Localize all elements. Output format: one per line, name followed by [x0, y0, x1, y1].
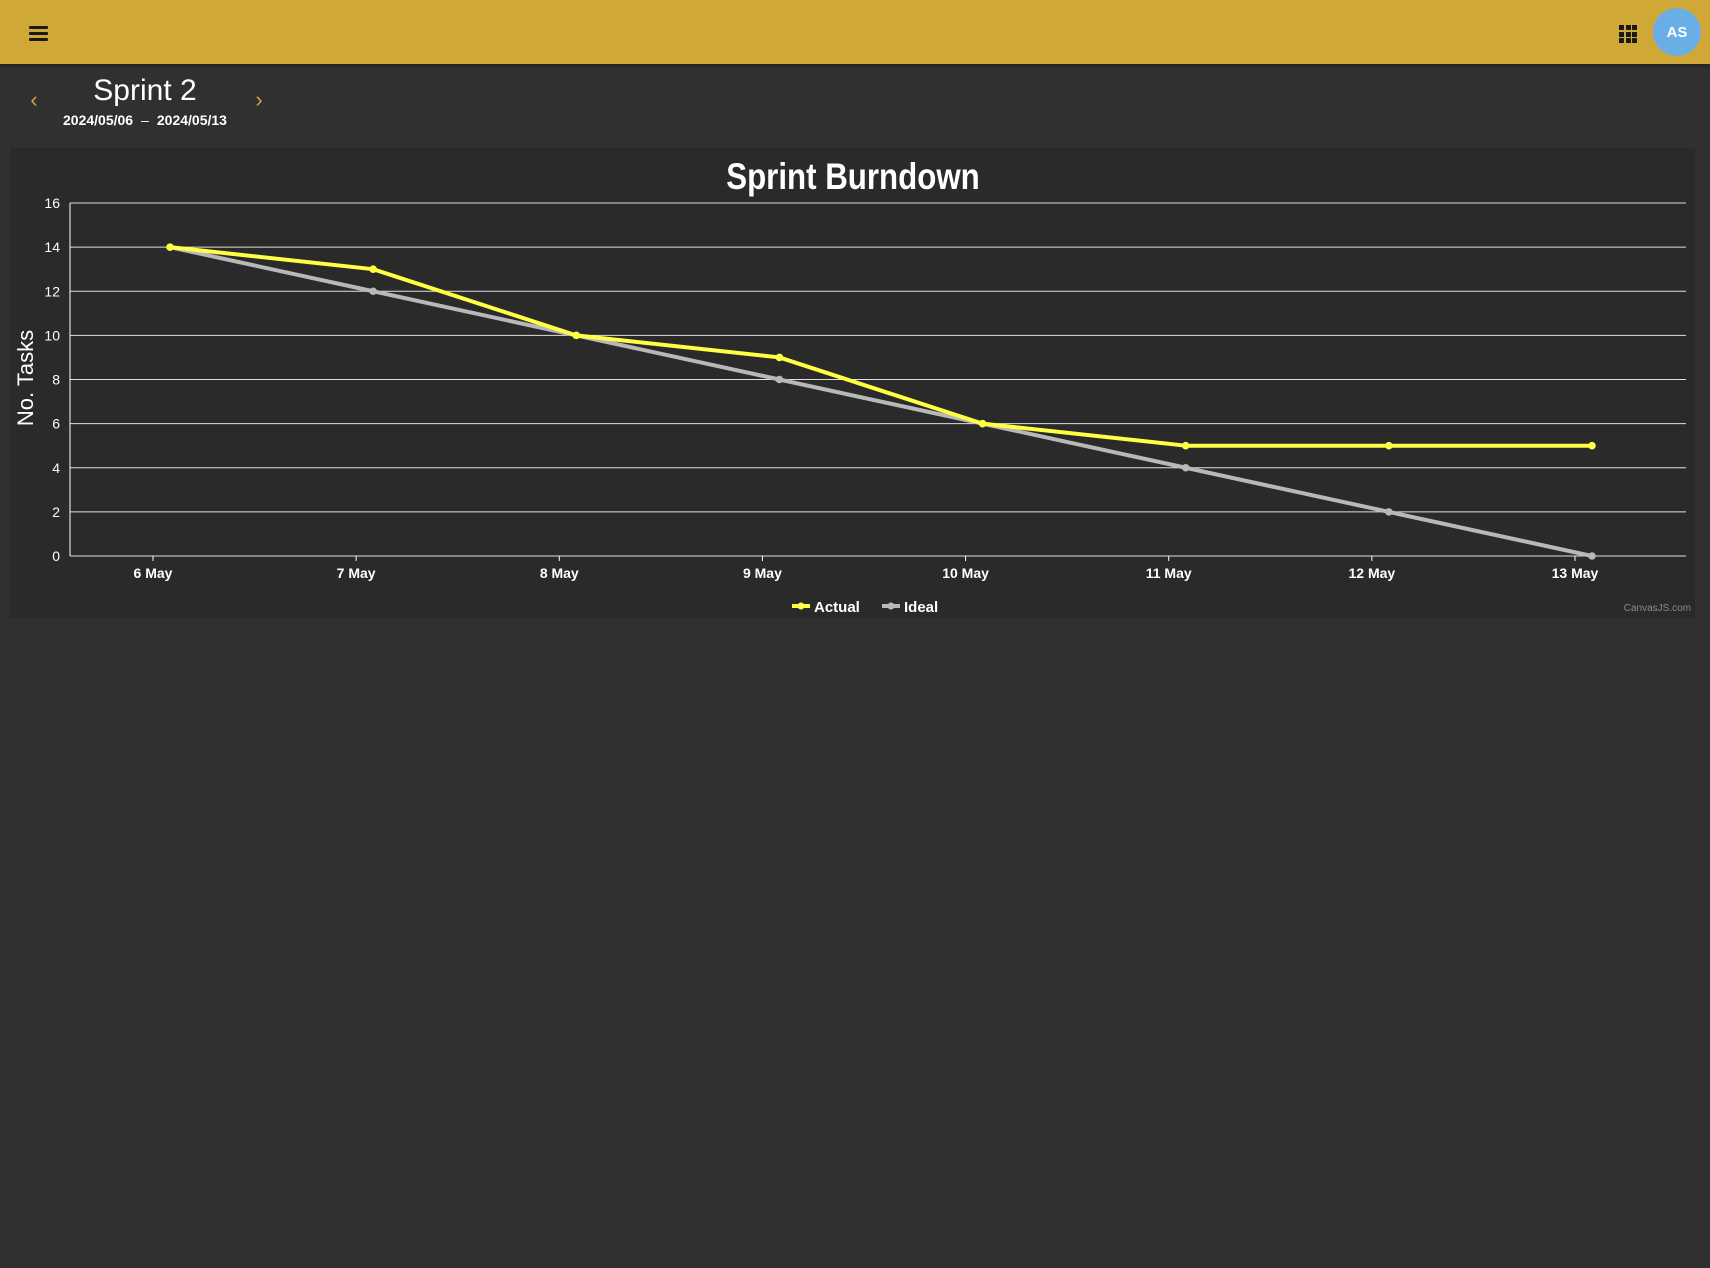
x-tick-label: 7 May: [337, 565, 376, 581]
data-point-ideal: [369, 287, 377, 296]
data-point-actual: [572, 331, 581, 340]
x-tick-label: 13 May: [1552, 565, 1599, 581]
legend-label-actual: Actual: [814, 599, 860, 616]
sprint-title: Sprint 2: [93, 74, 197, 107]
data-point-ideal: [1181, 463, 1190, 472]
series-line-actual: [168, 245, 1594, 448]
y-tick-label: 14: [44, 239, 60, 255]
x-tick-label: 12 May: [1349, 565, 1396, 581]
y-tick-label: 16: [44, 195, 60, 211]
y-axis-title: No. Tasks: [13, 330, 38, 426]
burndown-chart-svg: Sprint Burndown 0 2 4 6 8 10 12 14 16 6 May 7 May 8 …: [13, 157, 1686, 616]
chevron-right-icon[interactable]: ›: [255, 87, 263, 112]
x-tick-label: 11 May: [1146, 565, 1192, 581]
sprint-date-range: 2024/05/06–2024/05/13: [40, 112, 250, 128]
sprint-navigator: ‹ Sprint 2 2024/05/06–2024/05/13 ›: [0, 64, 300, 144]
data-point-actual: [166, 243, 174, 251]
chevron-left-icon[interactable]: ‹: [30, 87, 38, 112]
x-tick-label: 10 May: [942, 565, 989, 581]
y-tick-label: 10: [44, 327, 60, 343]
x-tick-label: 9 May: [743, 565, 782, 581]
legend-marker-ideal: [887, 602, 895, 610]
data-point-ideal: [775, 375, 784, 384]
data-point-actual: [1385, 441, 1393, 450]
data-point-ideal: [1385, 508, 1393, 516]
menu-icon[interactable]: [22, 20, 54, 46]
chart-watermark: CanvasJS.com: [1623, 603, 1691, 614]
series-line-ideal: [168, 245, 1594, 558]
data-point-actual: [1181, 441, 1190, 450]
y-tick-label: 12: [44, 283, 60, 299]
data-point-actual: [369, 265, 377, 273]
y-tick-label: 4: [52, 460, 60, 476]
chart-title: Sprint Burndown: [726, 157, 980, 198]
top-app-bar: AS: [0, 0, 1710, 64]
data-point-ideal: [1588, 552, 1596, 560]
data-point-actual: [775, 353, 784, 362]
date-separator: –: [141, 112, 149, 128]
legend-label-ideal: Ideal: [904, 599, 938, 616]
data-point-actual: [978, 419, 987, 428]
y-tick-label: 8: [52, 372, 60, 388]
y-tick-label: 2: [52, 504, 60, 520]
y-tick-label: 0: [52, 548, 60, 564]
legend-marker-actual: [797, 602, 805, 610]
avatar[interactable]: AS: [1653, 8, 1701, 56]
x-tick-label: 8 May: [540, 565, 579, 581]
x-tick-label: 6 May: [134, 565, 173, 581]
sprint-start-date: 2024/05/06: [63, 112, 134, 128]
burndown-chart: Sprint Burndown 0 2 4 6 8 10 12 14 16 6 May 7 May 8 …: [10, 148, 1695, 618]
sprint-end-date: 2024/05/13: [156, 112, 227, 128]
apps-grid-icon[interactable]: [1614, 20, 1642, 48]
data-point-actual: [1588, 441, 1596, 450]
y-tick-label: 6: [52, 416, 60, 432]
